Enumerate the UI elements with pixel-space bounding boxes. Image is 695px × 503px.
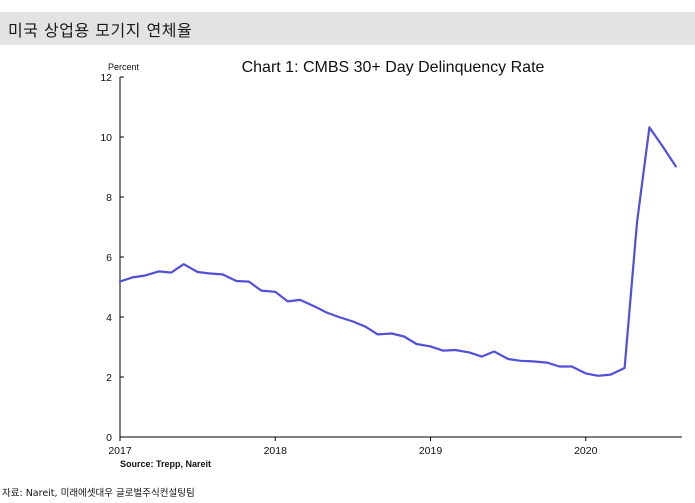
- x-tick-label: 2019: [419, 445, 443, 457]
- y-tick-label: 10: [100, 132, 112, 144]
- series-line: [118, 126, 677, 377]
- chart-title: Chart 1: CMBS 30+ Day Delinquency Rate: [242, 59, 545, 76]
- y-tick-label: 4: [106, 312, 112, 324]
- x-tick-label: 2020: [574, 445, 598, 457]
- chart-source-note: Source: Trepp, Nareit: [120, 459, 212, 469]
- footer-source: 자료: Nareit, 미래에셋대우 글로벌주식컨설팅팀: [2, 488, 195, 499]
- x-tick-label: 2018: [264, 445, 288, 457]
- y-axis-unit-label: Percent: [108, 62, 140, 72]
- x-axis-ticks: 2017 2018 2019 2020: [108, 437, 598, 457]
- y-axis-ticks: 0 2 4 6 8 10 12: [100, 72, 124, 444]
- y-tick-label: 0: [106, 432, 112, 444]
- series-group: [118, 126, 677, 377]
- header-bar: 미국 상업용 모기지 연체율: [0, 12, 695, 45]
- y-tick-label: 6: [106, 252, 112, 264]
- page-title: 미국 상업용 모기지 연체율: [8, 20, 193, 40]
- y-tick-label: 12: [100, 72, 112, 84]
- x-tick-label: 2017: [108, 445, 132, 457]
- y-tick-label: 8: [106, 192, 112, 204]
- y-tick-label: 2: [106, 372, 112, 384]
